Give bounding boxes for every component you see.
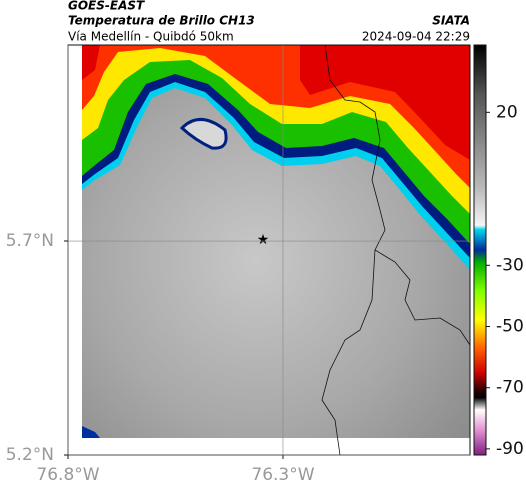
- colorbar-label: -30: [496, 255, 524, 275]
- cloud-island: [179, 118, 228, 150]
- border: [324, 44, 471, 346]
- source: SIATA: [432, 14, 470, 28]
- colorbar-label: 20: [496, 102, 518, 122]
- route: Vía Medellín - Quibdó 50km: [68, 30, 234, 44]
- border: [321, 249, 376, 456]
- imagery: [82, 45, 470, 438]
- band-deep-red: [82, 45, 470, 160]
- station-marker: ★: [257, 232, 270, 248]
- subtitle: Temperatura de Brillo CH13: [68, 14, 255, 28]
- band-corner: [82, 426, 100, 438]
- colorbar-label: -90: [496, 439, 524, 459]
- boundaries: [321, 44, 471, 456]
- y-tick-label: 5.2°N: [6, 445, 54, 465]
- x-tick-label: 76.8°W: [36, 465, 99, 485]
- y-tick-label: 5.7°N: [6, 231, 54, 251]
- title: GOES-EAST: [68, 0, 145, 13]
- x-tick-label: 76.3°W: [251, 465, 314, 485]
- colorbar-label: -50: [496, 316, 524, 336]
- colorbar-label: -70: [496, 378, 524, 398]
- datetime: 2024-09-04 22:29: [362, 30, 470, 44]
- colorbar: [473, 44, 487, 456]
